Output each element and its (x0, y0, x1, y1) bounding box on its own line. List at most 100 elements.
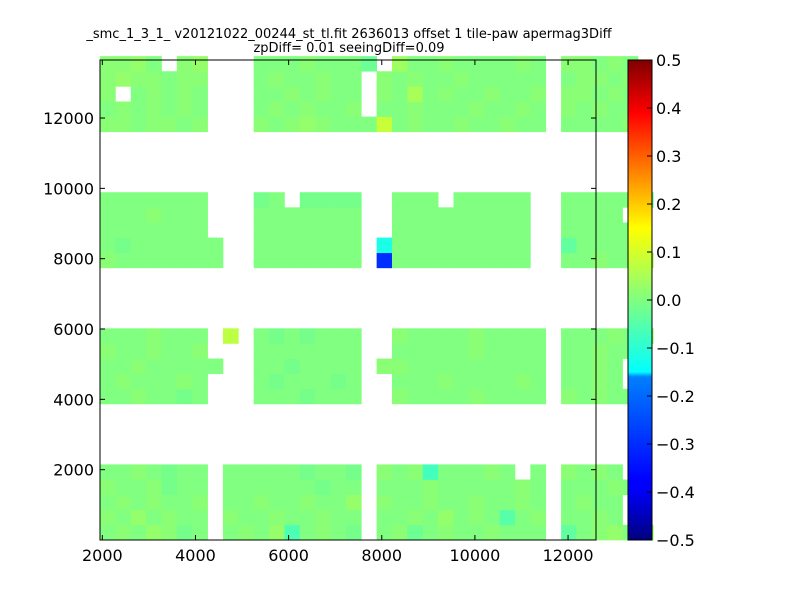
heatmap-cell (284, 479, 301, 495)
heatmap-cell (330, 524, 347, 541)
y-tick-label: 2000 (53, 461, 94, 480)
heatmap-cell (484, 388, 500, 405)
heatmap-cell (146, 222, 162, 238)
heatmap-cell (130, 56, 147, 72)
heatmap-cell (514, 373, 531, 390)
heatmap-cell (299, 328, 316, 344)
heatmap-cell (315, 328, 331, 344)
heatmap-cell (161, 358, 178, 375)
heatmap-cell (591, 207, 608, 223)
heatmap-cell (392, 373, 408, 390)
heatmap-cell (269, 237, 285, 254)
heatmap-cell (422, 192, 439, 208)
heatmap-cell (315, 464, 331, 480)
heatmap-cell (468, 207, 485, 223)
heatmap-cell (422, 358, 439, 375)
heatmap-cell (576, 328, 593, 344)
heatmap-cell (453, 388, 470, 405)
heatmap-cell (591, 56, 608, 72)
heatmap-cell (576, 222, 593, 238)
heatmap-cell (607, 56, 623, 72)
heatmap-cell (484, 524, 500, 541)
heatmap-cell (299, 56, 316, 72)
y-axis: 2000 4000 6000 8000 10000 12000 (43, 109, 596, 480)
heatmap-cell (514, 524, 531, 541)
heatmap-cell (284, 237, 301, 254)
heatmap-cell (499, 116, 516, 133)
heatmap-cell (376, 71, 393, 87)
heatmap-cell (345, 207, 362, 223)
heatmap-cell (161, 509, 178, 526)
heatmap-cell (207, 237, 224, 254)
x-tick-label: 4000 (175, 546, 216, 565)
heatmap-cell (345, 464, 362, 480)
heatmap-cell (115, 464, 132, 480)
heatmap-cell (407, 71, 424, 87)
heatmap-cell (499, 101, 516, 117)
heatmap-cell (514, 207, 531, 223)
heatmap-cell (499, 494, 516, 511)
heatmap-cell (514, 252, 531, 269)
heatmap-cell (115, 192, 132, 208)
heatmap-cell (438, 479, 454, 495)
heatmap-cell (407, 328, 424, 344)
x-tick-label: 2000 (82, 546, 123, 565)
heatmap-cells (100, 56, 654, 541)
heatmap-cell (392, 192, 408, 208)
heatmap-cell (330, 101, 347, 117)
heatmap-cell (407, 358, 424, 375)
heatmap-cell (376, 86, 393, 102)
heatmap-cell (284, 464, 301, 480)
chart-title: _smc_1_3_1_ v20121022_00244_st_tl.fit 26… (85, 27, 612, 42)
heatmap-cell (161, 524, 178, 541)
heatmap-cell (269, 192, 285, 208)
heatmap-cell (299, 86, 316, 102)
heatmap-cell (468, 252, 485, 269)
heatmap-cell (130, 116, 147, 133)
x-tick-label: 6000 (268, 546, 309, 565)
heatmap-cell (146, 192, 162, 208)
heatmap-cell (591, 494, 608, 511)
heatmap-cell (607, 86, 623, 102)
heatmap-cell (192, 464, 208, 480)
heatmap-cell (407, 509, 424, 526)
heatmap-cell (576, 358, 593, 375)
heatmap-cell (330, 207, 347, 223)
y-tick-label: 12000 (43, 109, 94, 128)
heatmap-cell (284, 388, 301, 405)
heatmap-cell (407, 494, 424, 511)
heatmap-cell (468, 343, 485, 359)
heatmap-cell (361, 116, 377, 133)
heatmap-cell (284, 222, 301, 238)
heatmap-cell (345, 116, 362, 133)
heatmap-cell (422, 101, 439, 117)
heatmap-cell (269, 479, 285, 495)
heatmap-cell (146, 343, 162, 359)
heatmap-cell (453, 101, 470, 117)
heatmap-cell (330, 116, 347, 133)
heatmap-cell (438, 373, 454, 390)
heatmap-cell (453, 222, 470, 238)
heatmap-cell (561, 524, 577, 541)
heatmap-cell (607, 494, 623, 511)
heatmap-cell (315, 524, 331, 541)
heatmap-cell (345, 509, 362, 526)
heatmap-cell (530, 86, 547, 102)
heatmap-cell (576, 207, 593, 223)
heatmap-cell (130, 86, 147, 102)
heatmap-cell (422, 373, 439, 390)
heatmap-cell (269, 494, 285, 511)
heatmap-cell (499, 56, 516, 72)
heatmap-cell (176, 388, 193, 405)
heatmap-cell (392, 252, 408, 269)
heatmap-cell (345, 71, 362, 87)
heatmap-cell (438, 328, 454, 344)
heatmap-cell (607, 328, 623, 344)
heatmap-cell (146, 101, 162, 117)
heatmap-cell (146, 252, 162, 269)
heatmap-cell (161, 343, 178, 359)
heatmap-cell (315, 86, 331, 102)
heatmap-cell (299, 343, 316, 359)
colorbar-tick-label: −0.2 (656, 387, 695, 406)
